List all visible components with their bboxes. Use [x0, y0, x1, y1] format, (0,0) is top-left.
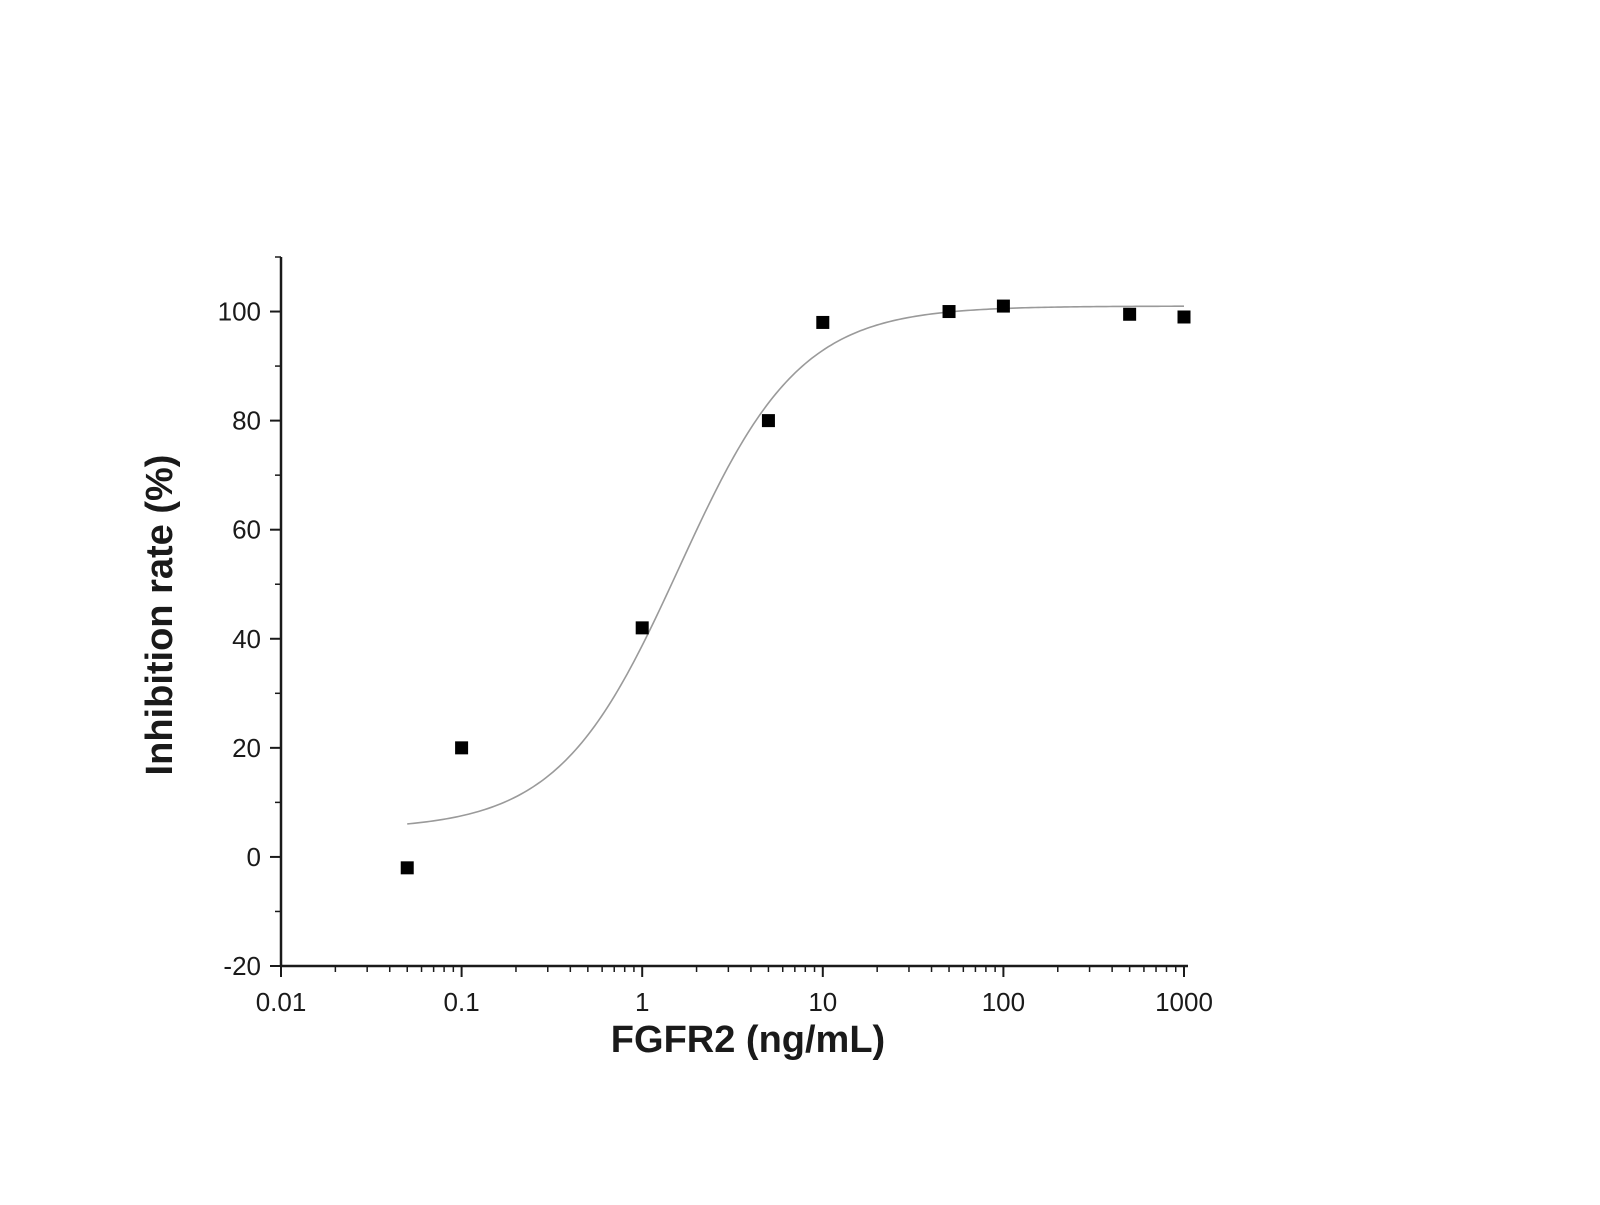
data-points	[400, 299, 1191, 875]
x-tick-label: 100	[982, 987, 1025, 1017]
y-tick-label: 60	[232, 515, 261, 545]
x-tick-label: 0.1	[444, 987, 480, 1017]
x-tick-label: 0.01	[256, 987, 307, 1017]
data-point	[400, 861, 414, 875]
data-point	[942, 305, 956, 319]
x-tick-label: 1000	[1155, 987, 1213, 1017]
y-axis-title: Inhibition rate (%)	[139, 455, 181, 776]
data-point	[1177, 310, 1191, 324]
y-tick-label: 40	[232, 624, 261, 654]
data-point	[635, 621, 649, 635]
y-ticks: -20 0 20 40 60 80 100	[218, 256, 281, 981]
y-tick-label: 0	[247, 842, 261, 872]
data-point	[996, 299, 1010, 313]
y-tick-label: 20	[232, 733, 261, 763]
x-tick-label: 1	[635, 987, 649, 1017]
data-point	[816, 315, 830, 329]
data-point	[761, 414, 775, 428]
plot-area: -20 0 20 40 60 80 100 0.01 0.1 1 10 100 1000	[218, 256, 1213, 1017]
data-point	[1123, 307, 1137, 321]
y-tick-label: 100	[218, 297, 261, 327]
x-ticks: 0.01 0.1 1 10 100 1000	[256, 966, 1213, 1017]
fit-curve	[407, 305, 1184, 825]
x-tick-label: 10	[808, 987, 837, 1017]
x-axis-title: FGFR2 (ng/mL)	[611, 1019, 885, 1061]
y-tick-label: 80	[232, 406, 261, 436]
data-point	[455, 741, 469, 755]
y-tick-label: -20	[223, 951, 261, 981]
